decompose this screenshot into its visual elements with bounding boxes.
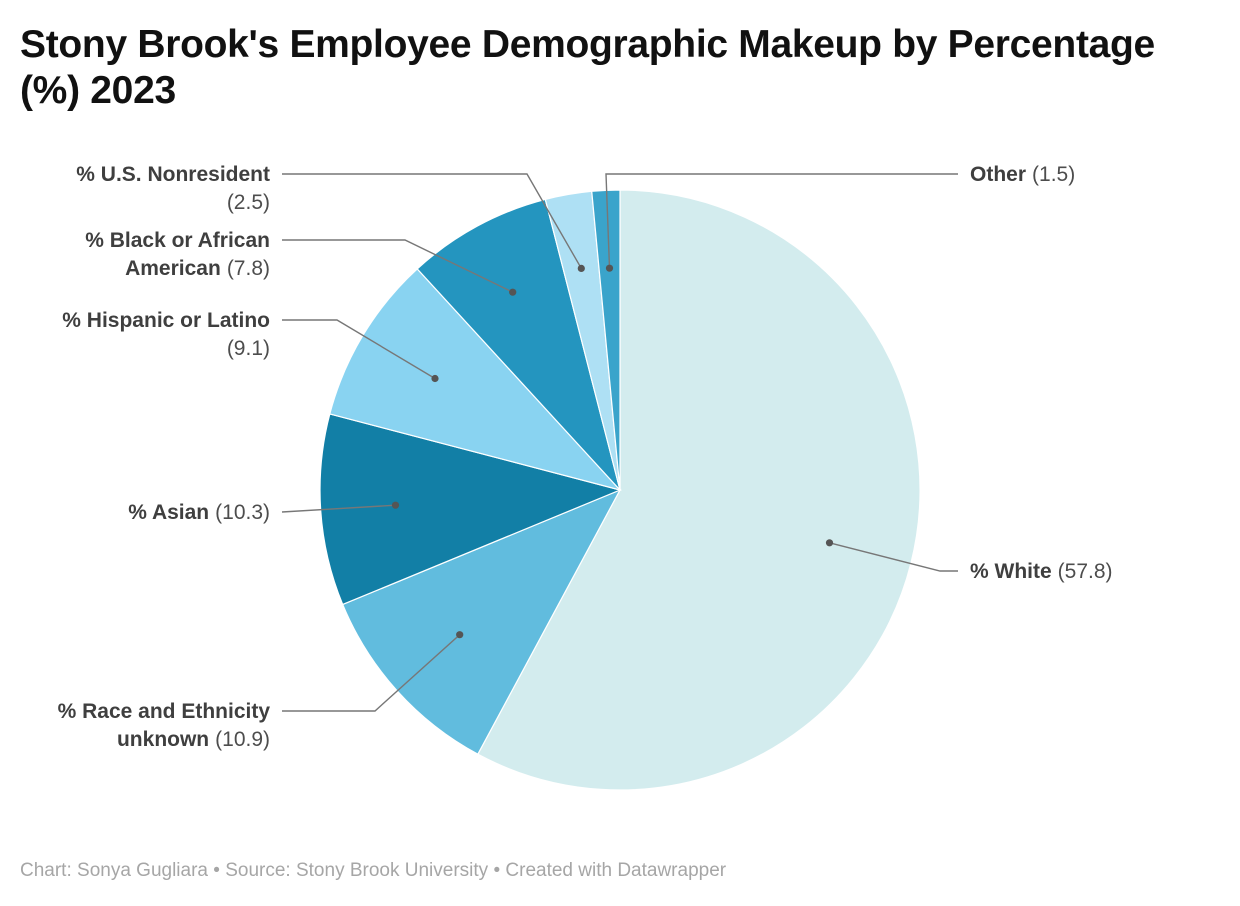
slice-label-other: Other (1.5) — [970, 163, 1075, 186]
footer-byline: Chart: Sonya Gugliara — [20, 860, 208, 881]
slice-label-line: % Black or African — [85, 229, 270, 252]
slice-label-line: % Hispanic or Latino — [62, 309, 270, 332]
leader-dot-white — [825, 539, 834, 547]
leader-line-black-or-african-american — [282, 239, 514, 293]
leader-line-other — [605, 173, 958, 269]
leader-dot-other — [605, 264, 614, 272]
footer-separator-2: • — [493, 860, 501, 881]
footer-credit: Created with Datawrapper — [505, 860, 727, 881]
leader-dot-race-and-ethnicity-unknown — [456, 631, 464, 639]
leader-line-race-and-ethnicity-unknown — [282, 634, 461, 712]
slice-value-race-and-ethnicity-unknown: (10.9) — [215, 728, 270, 751]
slice-value-white: (57.8) — [1058, 560, 1113, 583]
slice-label-line: % White — [970, 560, 1052, 583]
leader-dot-u-s-nonresident — [577, 264, 585, 272]
slice-value-black-or-african-american: (7.8) — [227, 257, 270, 280]
slice-value-other: (1.5) — [1032, 163, 1075, 186]
slice-label-line: % U.S. Nonresident — [76, 163, 270, 186]
slice-value-asian: (10.3) — [215, 501, 270, 524]
leader-line-white — [829, 542, 958, 572]
leader-dot-black-or-african-american — [509, 288, 517, 296]
slice-label-line: % Race and Ethnicity — [58, 700, 271, 723]
slice-value-hispanic-or-latino: (9.1) — [227, 337, 270, 360]
slice-label-u-s-nonresident: % U.S. Nonresident (2.5) — [76, 163, 270, 214]
leader-line-asian — [281, 504, 396, 513]
footer-separator-1: • — [213, 860, 220, 881]
slice-label-white: % White (57.8) — [970, 560, 1113, 583]
slice-label-line: % Asian — [128, 501, 209, 524]
slice-label-asian: % Asian (10.3) — [128, 501, 270, 524]
slice-label-line: American — [125, 257, 221, 280]
leader-line-u-s-nonresident — [282, 173, 582, 269]
slice-label-line: Other — [970, 163, 1026, 186]
pie-slice-black-or-african-american — [416, 198, 621, 491]
slice-value-u-s-nonresident: (2.5) — [227, 191, 270, 214]
leader-dot-asian — [391, 501, 400, 509]
slice-label-hispanic-or-latino: % Hispanic or Latino (9.1) — [62, 309, 270, 360]
slice-label-race-and-ethnicity-unknown: % Race and Ethnicity unknown (10.9) — [58, 700, 271, 751]
leader-dot-hispanic-or-latino — [431, 374, 439, 383]
chart-footer: Chart: Sonya Gugliara • Source: Stony Br… — [20, 860, 726, 882]
slice-label-line: unknown — [117, 728, 209, 751]
chart-title: Stony Brook's Employee Demographic Makeu… — [20, 23, 1155, 112]
pie-slice-other — [591, 189, 621, 491]
slice-label-black-or-african-american: % Black or African American (7.8) — [85, 229, 270, 280]
leader-line-hispanic-or-latino — [282, 319, 436, 380]
footer-source: Source: Stony Brook University — [225, 860, 489, 881]
